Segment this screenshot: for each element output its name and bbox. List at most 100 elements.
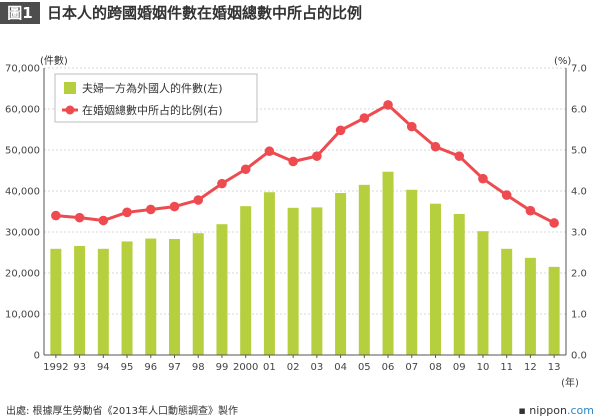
x-tick-label: 13 bbox=[548, 362, 561, 373]
line-point bbox=[501, 190, 512, 200]
x-tick-label: 97 bbox=[168, 362, 181, 373]
y-right-tick-label: 4.0 bbox=[571, 187, 587, 198]
bar bbox=[311, 207, 323, 355]
line-point bbox=[406, 121, 417, 132]
y-left-unit: (件數) bbox=[40, 54, 68, 67]
bar bbox=[382, 171, 394, 355]
bar bbox=[263, 192, 275, 355]
line-point bbox=[359, 113, 370, 123]
line-point bbox=[145, 204, 156, 215]
line-point bbox=[264, 146, 275, 157]
line-point bbox=[240, 164, 251, 175]
bar bbox=[477, 231, 489, 355]
line-point bbox=[454, 151, 465, 161]
bar bbox=[216, 224, 228, 355]
x-tick-label: 08 bbox=[429, 362, 442, 373]
line-point bbox=[288, 156, 298, 167]
line-point bbox=[193, 195, 204, 205]
line-point bbox=[549, 218, 559, 228]
bar bbox=[145, 238, 157, 355]
x-tick-label: 11 bbox=[500, 362, 513, 373]
line-point bbox=[430, 141, 441, 152]
grid-lines bbox=[44, 67, 566, 315]
x-tick-label: 93 bbox=[73, 362, 86, 373]
line-point bbox=[383, 100, 393, 110]
x-tick-label: 95 bbox=[121, 362, 134, 373]
bar bbox=[524, 257, 536, 355]
bar bbox=[358, 184, 370, 355]
y-right-tick-label: 0.0 bbox=[571, 351, 587, 362]
x-tick-label: 09 bbox=[453, 362, 466, 373]
brand-suffix: .com bbox=[567, 404, 594, 417]
line-point bbox=[51, 210, 61, 221]
source-note: 出處: 根據厚生勞動省《2013年人口動態調查》製作 bbox=[6, 404, 238, 417]
title-tag: 圖1 bbox=[7, 4, 32, 22]
legend-line-label: 在婚姻總數中所占的比例(右) bbox=[82, 103, 223, 117]
bar bbox=[97, 248, 109, 355]
legend-bar-swatch bbox=[64, 82, 76, 94]
y-right-tick-label: 5.0 bbox=[571, 146, 587, 157]
y-left-tick-label: 50,000 bbox=[5, 146, 40, 157]
legend-bar-label: 夫婦一方為外國人的件數(左) bbox=[82, 81, 223, 95]
y-right-tick-label: 6.0 bbox=[571, 105, 587, 116]
y-left-tick-label: 40,000 bbox=[5, 187, 40, 198]
bar bbox=[192, 233, 204, 355]
x-tick-label: 10 bbox=[477, 362, 490, 373]
y-left-tick-label: 30,000 bbox=[5, 228, 40, 239]
brand-logo: ▪ nippon.com bbox=[518, 404, 594, 417]
title-tag-bg bbox=[0, 2, 40, 24]
bar-series bbox=[50, 171, 560, 355]
bar bbox=[50, 248, 62, 355]
x-tick-label: 12 bbox=[524, 362, 537, 373]
line-point bbox=[312, 151, 322, 161]
line-point bbox=[122, 207, 132, 218]
line-point bbox=[525, 205, 536, 216]
bar bbox=[430, 203, 441, 355]
y-left-tick-label: 0 bbox=[34, 351, 40, 362]
x-tick-label: 99 bbox=[216, 362, 229, 373]
bar bbox=[406, 189, 418, 355]
legend: 夫婦一方為外國人的件數(左) 在婚姻總數中所占的比例(右) bbox=[54, 73, 258, 123]
y-left-tick-label: 70,000 bbox=[5, 64, 40, 75]
bar bbox=[169, 238, 180, 355]
y-left-tick-label: 10,000 bbox=[5, 310, 40, 321]
bar bbox=[501, 248, 513, 355]
x-tick-label: 03 bbox=[310, 362, 323, 373]
x-tick-label: 02 bbox=[287, 362, 300, 373]
x-tick-label: 96 bbox=[144, 362, 157, 373]
chart-title: 日本人的跨國婚姻件數在婚姻總數中所占的比例 bbox=[47, 4, 362, 22]
y-right-tick-label: 7.0 bbox=[571, 64, 587, 75]
y-right-tick-label: 2.0 bbox=[571, 269, 587, 280]
line-point bbox=[478, 173, 488, 184]
y-left-tick-label: 60,000 bbox=[5, 105, 40, 116]
x-tick-label: 04 bbox=[334, 362, 347, 373]
y-right-unit: (%) bbox=[554, 56, 571, 67]
line-point bbox=[335, 125, 346, 136]
x-tick-label: 01 bbox=[263, 362, 276, 373]
line-series bbox=[51, 100, 559, 228]
bar bbox=[453, 213, 465, 355]
bar bbox=[121, 241, 133, 355]
y-left-tick-label: 20,000 bbox=[5, 269, 40, 280]
bar bbox=[548, 266, 560, 355]
x-axis-unit: (年) bbox=[561, 376, 579, 389]
line-point bbox=[169, 201, 180, 212]
bar bbox=[335, 193, 347, 355]
bar bbox=[74, 245, 86, 355]
bar bbox=[240, 206, 252, 355]
y-right-tick-label: 1.0 bbox=[571, 310, 587, 321]
x-tick-label: 98 bbox=[192, 362, 205, 373]
x-tick-label: 07 bbox=[405, 362, 418, 373]
legend-box bbox=[54, 73, 258, 123]
ratio-line bbox=[55, 103, 555, 225]
x-tick-label: 94 bbox=[97, 362, 110, 373]
bar bbox=[287, 207, 299, 355]
x-tick-label: 06 bbox=[382, 362, 395, 373]
y-right-tick-label: 3.0 bbox=[571, 228, 587, 239]
line-point bbox=[217, 178, 227, 189]
line-point bbox=[74, 212, 85, 223]
legend-line-marker bbox=[65, 105, 75, 115]
x-tick-label: 1992 bbox=[43, 362, 68, 373]
brand-prefix: ▪ nippon bbox=[518, 404, 567, 417]
